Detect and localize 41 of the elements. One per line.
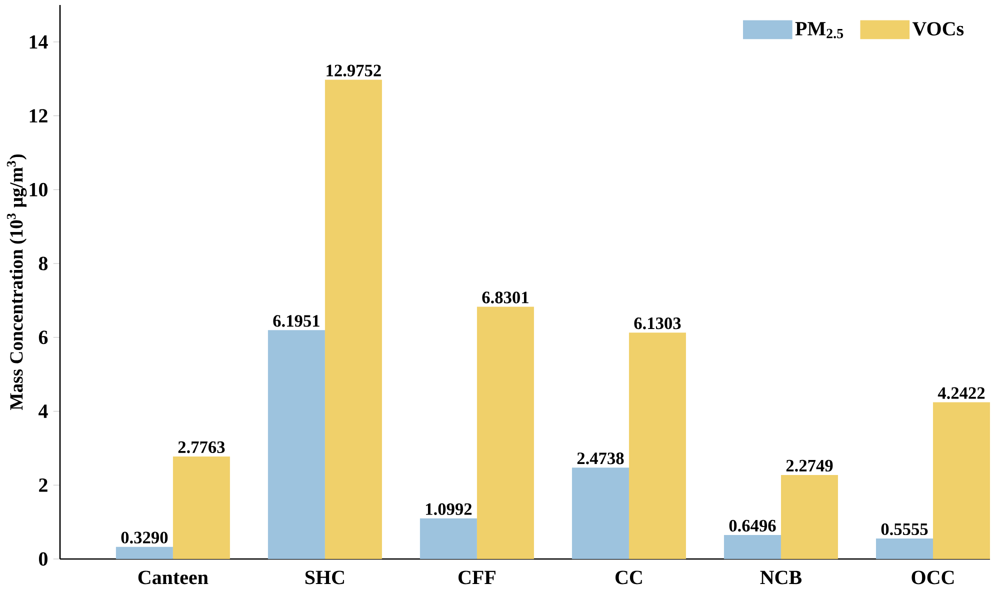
bar (628, 332, 686, 559)
data-label: 2.7763 (178, 441, 225, 454)
bar (268, 330, 325, 559)
y-tick-label: 10 (30, 182, 48, 196)
x-tick-label: CC (616, 570, 642, 584)
data-label: 0.3290 (121, 532, 168, 544)
y-tick-label: 6 (38, 330, 48, 344)
y-tick-label: 2 (39, 478, 48, 492)
bar (476, 306, 534, 559)
y-tick-label: 14 (30, 35, 48, 49)
x-tick-label: Canteen (138, 570, 208, 584)
bar (780, 474, 838, 559)
y-tick-label: 0 (38, 552, 48, 566)
bar (324, 80, 382, 559)
bar (116, 546, 173, 559)
data-label: 0.6496 (729, 520, 776, 532)
y-tick-label: 4 (38, 404, 48, 418)
legend-label: VOCs (912, 22, 964, 36)
data-label: 1.0992 (426, 503, 472, 516)
data-label: 2.4738 (577, 452, 624, 464)
data-label: 4.2422 (938, 387, 985, 399)
y-tick-label: 12 (30, 109, 48, 122)
x-tick-label: OCC (912, 570, 954, 584)
bar (572, 468, 629, 559)
data-label: 6.1951 (273, 315, 320, 327)
y-axis-title: Mass Concentration (10$^{3}$ μg/m$^{3}$) (6, 154, 27, 410)
x-tick-label: NCB (760, 570, 802, 584)
x-tick-label: CFF (458, 570, 496, 584)
x-tick-label: SHC (305, 570, 344, 584)
data-label: 6.8301 (482, 292, 528, 304)
data-label: 6.1303 (634, 317, 681, 330)
data-label: 0.5555 (881, 523, 928, 536)
legend-label: PM$_{2.5}$ (795, 22, 844, 38)
bar (172, 456, 230, 559)
bar (932, 402, 990, 559)
bar (724, 534, 781, 559)
bar (420, 518, 477, 559)
data-label: 2.2749 (786, 460, 833, 472)
y-tick-label: 8 (38, 256, 48, 270)
bar (876, 538, 933, 559)
data-label: 12.9752 (326, 64, 381, 76)
